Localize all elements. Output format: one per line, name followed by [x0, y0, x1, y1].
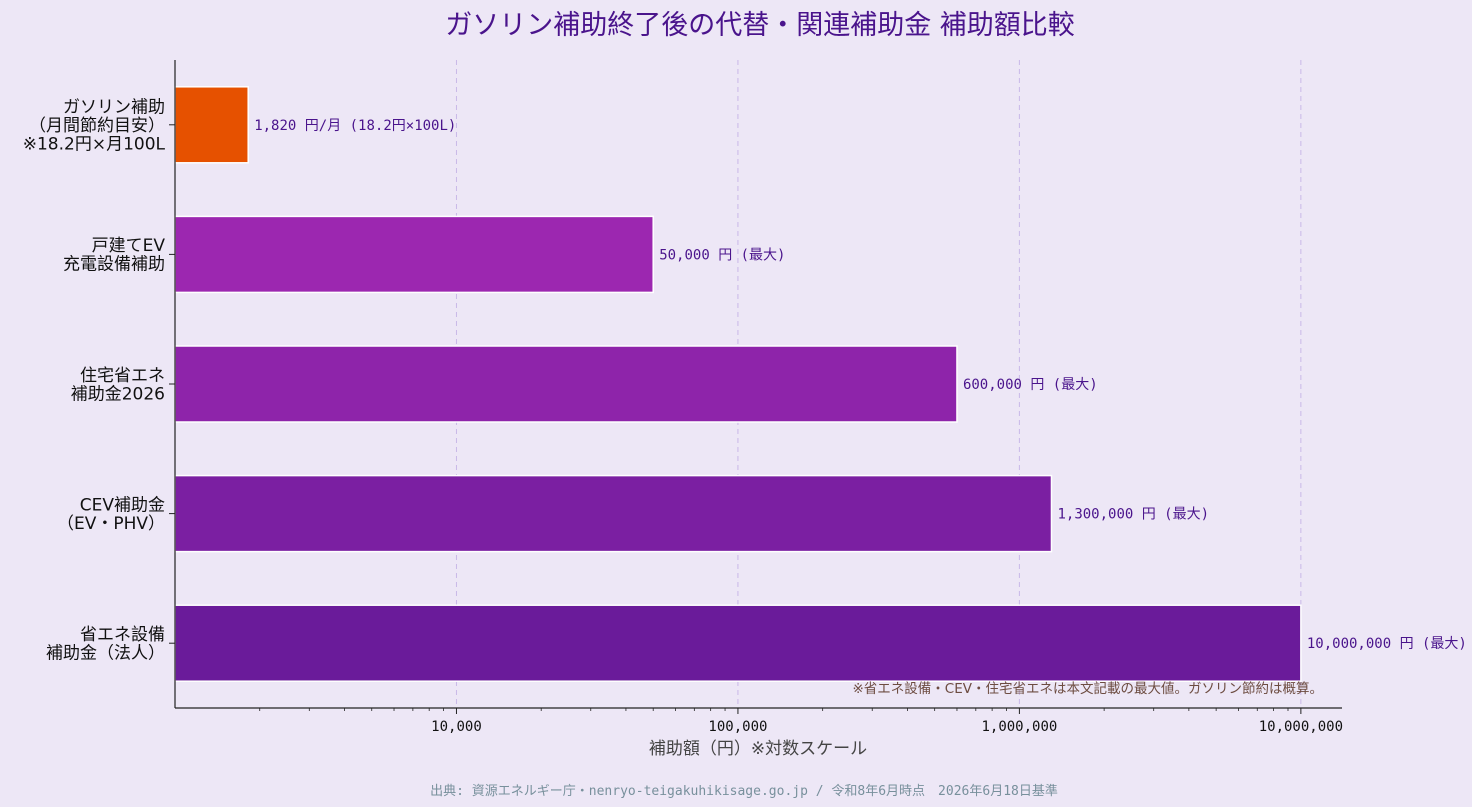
bar: [174, 86, 249, 164]
category-label: 省エネ設備: [80, 625, 165, 645]
category-labels: ガソリン補助（月間節約目安）※18.2円×月100L 戸建てEV充電設備補助住宅省…: [23, 97, 166, 663]
category-label: 補助金2026: [71, 384, 165, 404]
bar: [174, 474, 1053, 553]
value-label: 10,000,000 円 (最大): [1307, 636, 1467, 652]
category-label: （EV・PHV）: [57, 514, 165, 534]
chart-note: ※省エネ設備・CEV・住宅省エネは本文記載の最大値。ガソリン節約は概算。: [852, 680, 1323, 697]
chart-title: ガソリン補助終了後の代替・関連補助金 補助額比較: [445, 10, 1075, 41]
axes: [169, 60, 1342, 709]
category-label: ※18.2円×月100L: [23, 134, 166, 154]
value-label: 1,820 円/月 (18.2円×100L): [254, 118, 456, 134]
bar: [174, 345, 958, 423]
value-label: 50,000 円 (最大): [659, 247, 785, 263]
value-label: 1,300,000 円 (最大): [1057, 507, 1209, 523]
x-tick-label: 10,000,000: [1259, 719, 1343, 735]
bar: [174, 604, 1302, 682]
category-label: ガソリン補助: [63, 97, 165, 117]
category-label: 補助金（法人）: [46, 643, 165, 663]
x-tick-label: 100,000: [708, 719, 767, 735]
x-tick-label: 1,000,000: [981, 719, 1057, 735]
x-ticks: 10,000 100,000 1,000,000 10,000,000: [259, 708, 1343, 735]
value-labels: 1,820 円/月 (18.2円×100L) 50,000 円 (最大) 600,0…: [254, 118, 1467, 652]
category-label: 住宅省エネ: [80, 366, 165, 386]
category-label: 充電設備補助: [63, 255, 165, 275]
x-axis-label: 補助額（円）※対数スケール: [649, 739, 867, 759]
category-label: CEV補助金: [80, 495, 165, 515]
x-tick-label: 10,000: [431, 719, 482, 735]
category-label: （月間節約目安）: [29, 116, 165, 136]
bar: [174, 215, 654, 294]
value-label: 600,000 円 (最大): [963, 377, 1098, 393]
source-text: 出典: 資源エネルギー庁・nenryo-teigakuhikisage.go.j…: [430, 783, 1058, 799]
category-label: 戸建てEV: [92, 236, 166, 256]
bars: [174, 86, 1302, 682]
